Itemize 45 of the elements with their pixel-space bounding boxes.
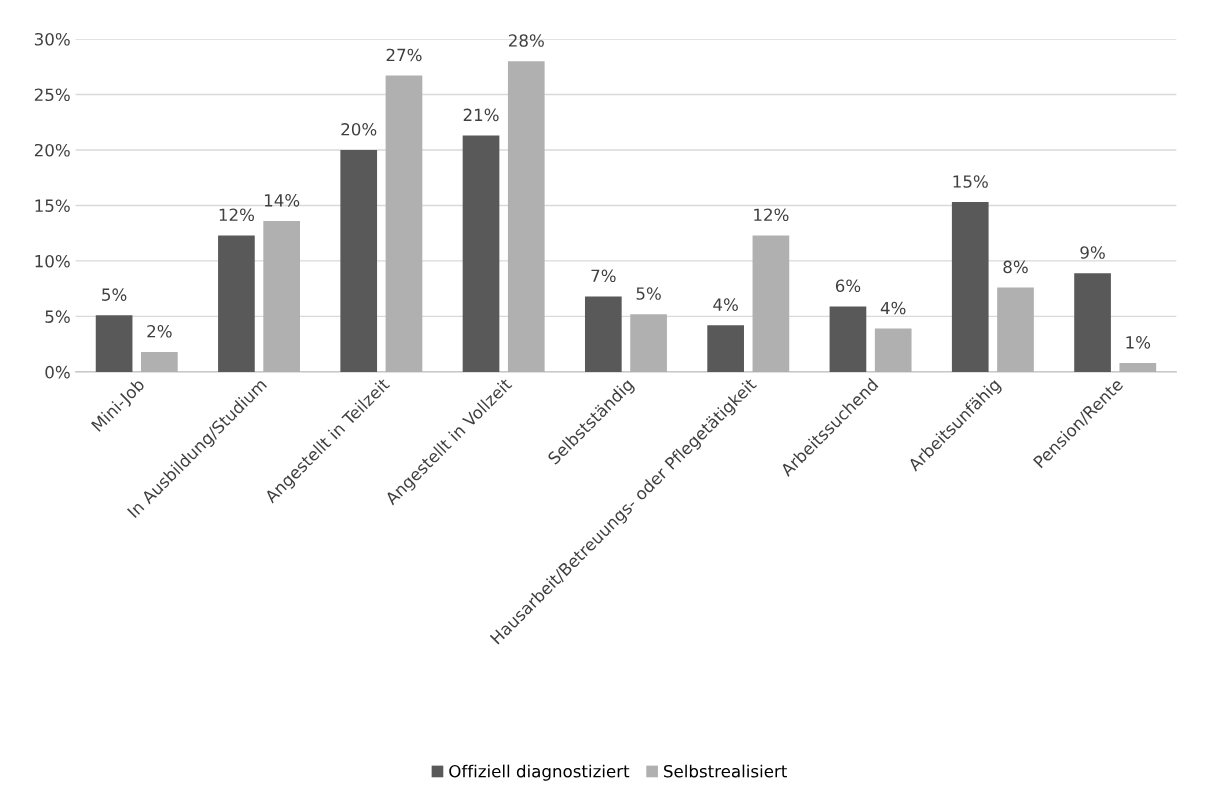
bar — [507, 61, 545, 372]
y-tick-label: 25% — [34, 88, 70, 102]
legend-label: Selbstrealisiert — [664, 764, 787, 778]
y-tick-label: 5% — [45, 310, 70, 323]
bar — [218, 235, 255, 372]
bar — [584, 296, 622, 372]
bar — [752, 235, 790, 372]
data-label: 21% — [463, 108, 499, 122]
data-label: 4% — [880, 301, 906, 315]
y-tick-label: 20% — [34, 143, 70, 157]
bar — [630, 314, 667, 372]
data-label: 6% — [835, 279, 861, 293]
bar — [385, 75, 423, 372]
bar — [997, 287, 1034, 372]
bar — [829, 306, 867, 372]
bar — [340, 149, 378, 372]
bar — [141, 351, 178, 372]
y-tick-label: 10% — [35, 254, 70, 268]
bar — [263, 220, 301, 372]
data-label: 15% — [953, 175, 988, 188]
data-label: 12% — [219, 208, 255, 222]
data-label: 7% — [591, 269, 616, 283]
data-label: 5% — [636, 287, 661, 300]
bar — [462, 135, 500, 372]
data-label: 2% — [147, 324, 172, 338]
data-label: 1% — [1126, 336, 1151, 349]
data-label: 27% — [386, 48, 422, 62]
bar — [951, 202, 989, 372]
data-label: 12% — [754, 208, 789, 222]
bar — [95, 315, 133, 372]
data-label: 14% — [264, 194, 300, 207]
data-label: 20% — [341, 123, 377, 136]
data-label: 4% — [713, 298, 738, 311]
y-tick-label: 15% — [35, 199, 70, 212]
y-tick-label: 0% — [45, 365, 70, 379]
bar — [707, 325, 744, 372]
data-label: 5% — [102, 288, 127, 301]
legend-label: Offiziell diagnostiziert — [449, 764, 630, 781]
bar — [874, 328, 912, 372]
y-tick-label: 30% — [34, 32, 70, 46]
data-label: 9% — [1080, 246, 1105, 259]
data-label: 8% — [1003, 260, 1028, 274]
bar — [1119, 363, 1157, 372]
bar — [1074, 273, 1111, 372]
data-label: 28% — [508, 34, 544, 47]
